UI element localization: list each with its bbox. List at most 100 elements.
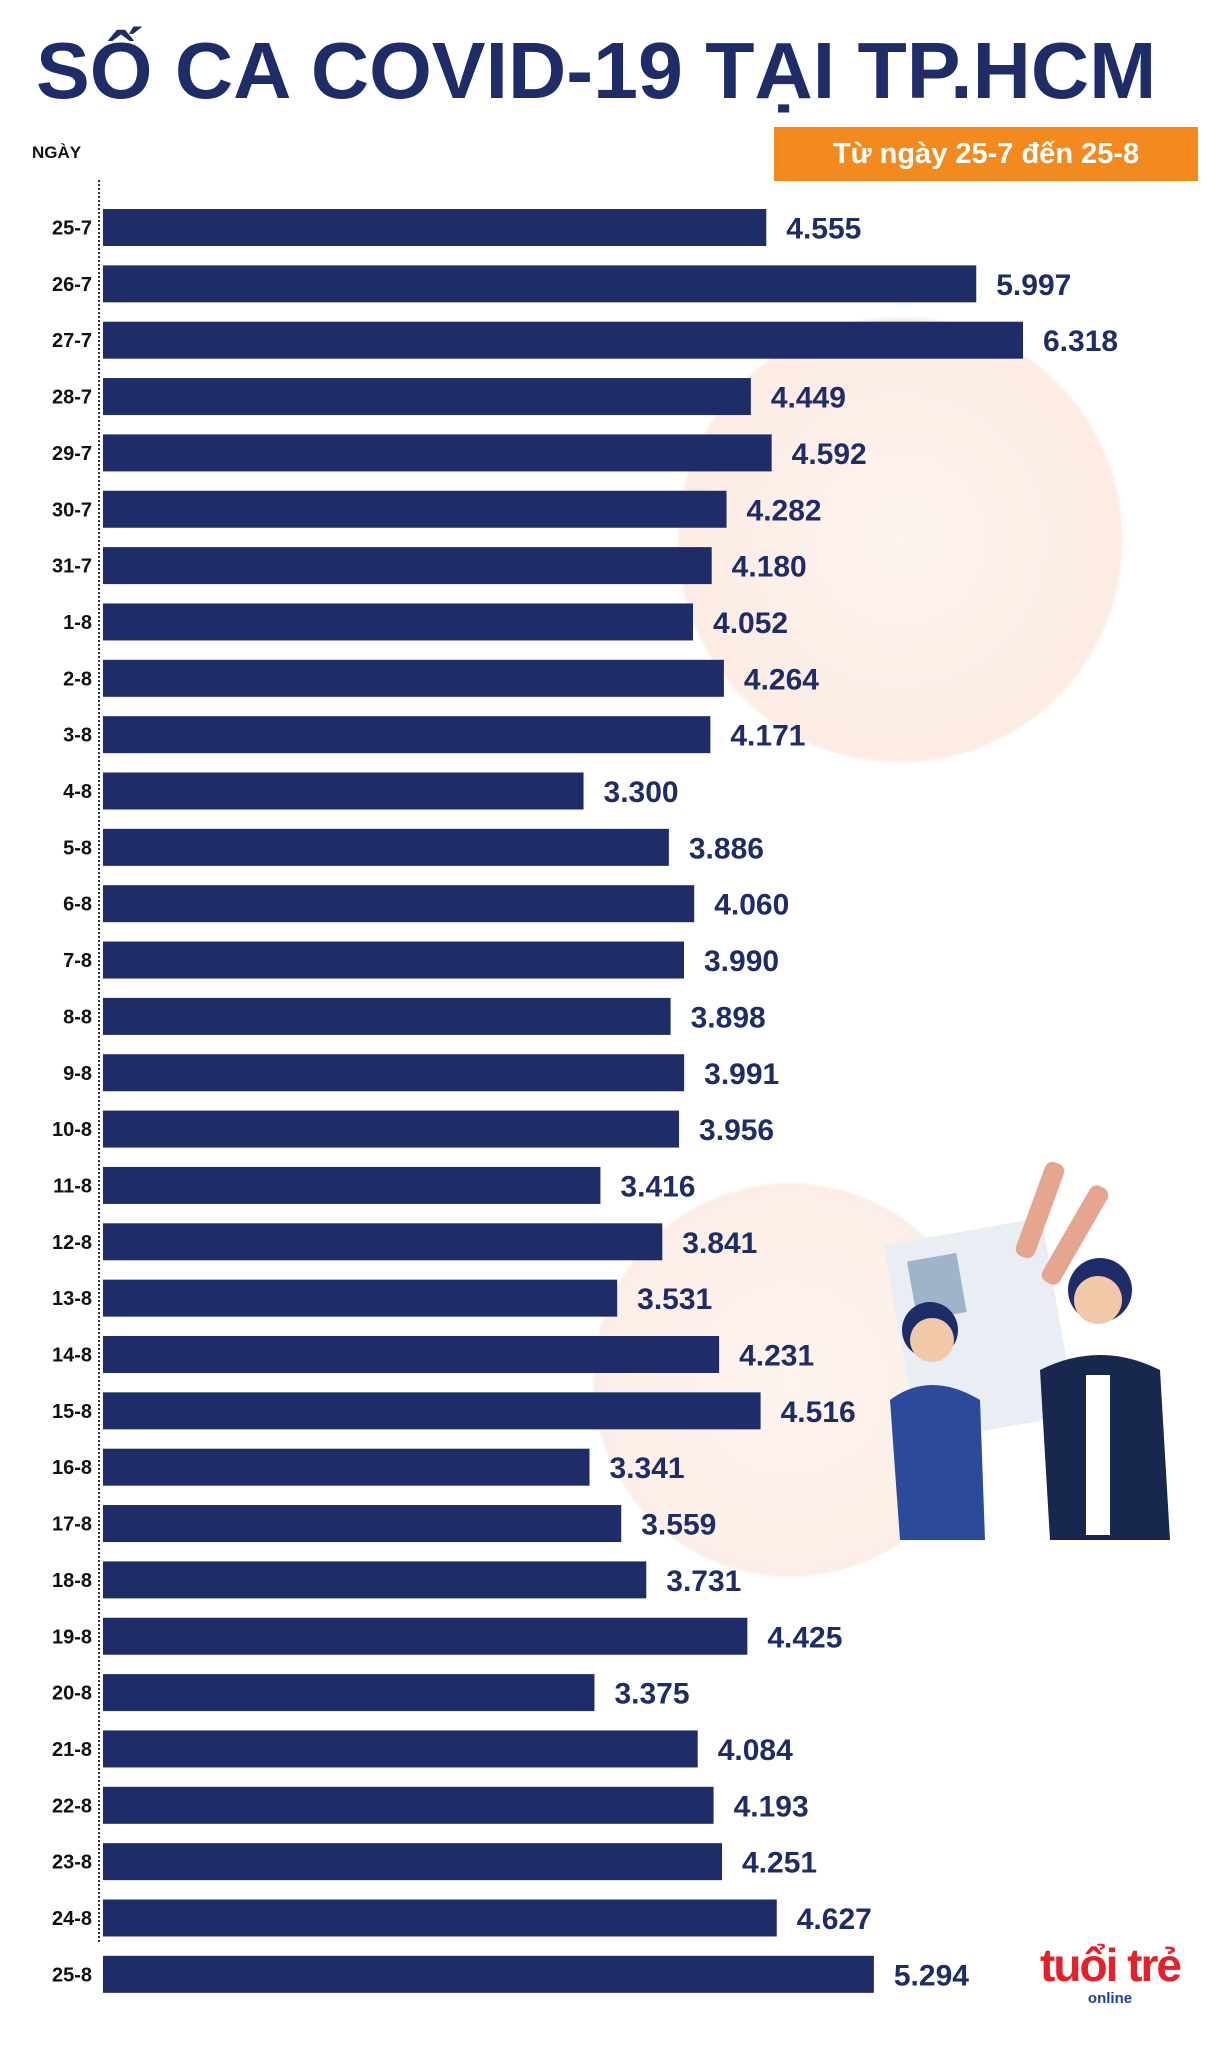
value-label: 6.318	[1043, 325, 1118, 358]
value-label: 4.060	[714, 889, 789, 922]
bar-16-8	[103, 1448, 590, 1486]
bar-18-8	[103, 1561, 647, 1599]
category-label: 15-8	[52, 1401, 92, 1423]
y-axis-label: NGÀY	[32, 143, 82, 162]
bar-20-8	[103, 1674, 595, 1712]
value-label: 4.555	[786, 213, 861, 246]
bar-26-7	[103, 265, 977, 303]
bar-17-8	[103, 1505, 622, 1543]
category-label: 28-7	[52, 387, 92, 409]
bar-21-8	[103, 1730, 698, 1768]
bar-23-8	[103, 1843, 723, 1881]
bar-8-8	[103, 997, 671, 1035]
value-label: 4.516	[781, 1396, 856, 1429]
category-label: 7-8	[63, 950, 92, 972]
value-label: 3.531	[637, 1283, 712, 1316]
category-label: 20-8	[52, 1683, 92, 1705]
category-label: 12-8	[52, 1232, 92, 1254]
category-label: 23-8	[52, 1852, 92, 1874]
category-label: 22-8	[52, 1795, 92, 1817]
category-label: 14-8	[52, 1345, 92, 1367]
category-label: 8-8	[63, 1006, 92, 1028]
bar-30-7	[103, 490, 727, 528]
category-label: 6-8	[63, 894, 92, 916]
category-label: 24-8	[52, 1908, 92, 1930]
value-label: 3.886	[689, 832, 764, 865]
value-label: 3.990	[704, 945, 779, 978]
value-label: 3.559	[641, 1509, 716, 1542]
people-illustration	[883, 1161, 1170, 1540]
value-label: 4.084	[718, 1734, 793, 1767]
bar-12-8	[103, 1223, 663, 1261]
value-label: 5.294	[894, 1959, 969, 1992]
value-label: 4.282	[747, 494, 822, 527]
category-label: 16-8	[52, 1457, 92, 1479]
bar-19-8	[103, 1617, 748, 1655]
category-label: 19-8	[52, 1626, 92, 1648]
value-label: 4.171	[730, 720, 805, 753]
category-label: 25-7	[52, 218, 92, 240]
bar-13-8	[103, 1279, 618, 1317]
bar-11-8	[103, 1166, 601, 1204]
category-label: 4-8	[63, 781, 92, 803]
bar-7-8	[103, 941, 685, 979]
bar-25-8	[103, 1955, 874, 1993]
tuoi-tre-logo: tuổi trẻ online	[1030, 1940, 1190, 2008]
bar-25-7	[103, 209, 767, 246]
value-label: 4.264	[744, 663, 819, 696]
category-label: 29-7	[52, 443, 92, 465]
bar-3-8	[103, 716, 711, 754]
bar-27-7	[103, 321, 1023, 359]
value-label: 4.052	[713, 607, 788, 640]
value-label: 4.449	[771, 382, 846, 415]
category-label: 17-8	[52, 1514, 92, 1536]
virus-decoration	[640, 280, 1160, 800]
bar-22-8	[103, 1786, 714, 1824]
bar-4-8	[103, 772, 584, 810]
bar-1-8	[103, 603, 694, 641]
value-label: 3.341	[610, 1452, 685, 1485]
bar-31-7	[103, 547, 712, 585]
bar-6-8	[103, 885, 695, 923]
value-label: 4.251	[742, 1847, 817, 1880]
value-label: 3.898	[691, 1001, 766, 1034]
value-label: 4.180	[732, 551, 807, 584]
category-label: 25-8	[52, 1964, 92, 1986]
category-label: 1-8	[63, 612, 92, 634]
value-label: 4.231	[739, 1340, 814, 1373]
value-label: 4.592	[792, 438, 867, 471]
category-label: 3-8	[63, 725, 92, 747]
category-label: 2-8	[63, 668, 92, 690]
category-label: 21-8	[52, 1739, 92, 1761]
value-label: 5.997	[996, 269, 1071, 302]
category-label: 31-7	[52, 556, 92, 578]
category-label: 27-7	[52, 330, 92, 352]
y-axis-line	[98, 180, 100, 1942]
category-label: 30-7	[52, 499, 92, 521]
bar-14-8	[103, 1336, 720, 1373]
value-label: 3.991	[704, 1058, 779, 1091]
category-label: 10-8	[52, 1119, 92, 1141]
bar-15-8	[103, 1392, 761, 1430]
value-label: 3.956	[699, 1114, 774, 1147]
value-label: 4.425	[767, 1621, 842, 1654]
chart-subtitle: Từ ngày 25-7 đến 25-8	[774, 127, 1198, 181]
bar-2-8	[103, 659, 724, 697]
category-label: 26-7	[52, 274, 92, 296]
value-label: 3.375	[614, 1678, 689, 1711]
category-label: 5-8	[63, 837, 92, 859]
bar-10-8	[103, 1110, 680, 1148]
value-label: 4.627	[797, 1903, 872, 1936]
bar-28-7	[103, 378, 751, 416]
category-label: 11-8	[53, 1175, 92, 1197]
bar-5-8	[103, 828, 669, 866]
category-label: 9-8	[63, 1063, 92, 1085]
category-label: 13-8	[52, 1288, 92, 1310]
category-label: 18-8	[52, 1570, 92, 1592]
bar-9-8	[103, 1054, 685, 1092]
value-label: 3.731	[666, 1565, 741, 1598]
chart-title: SỐ CA COVID-19 TẠI TP.HCM	[36, 26, 1157, 115]
bar-29-7	[103, 434, 772, 472]
value-label: 3.416	[620, 1170, 695, 1203]
